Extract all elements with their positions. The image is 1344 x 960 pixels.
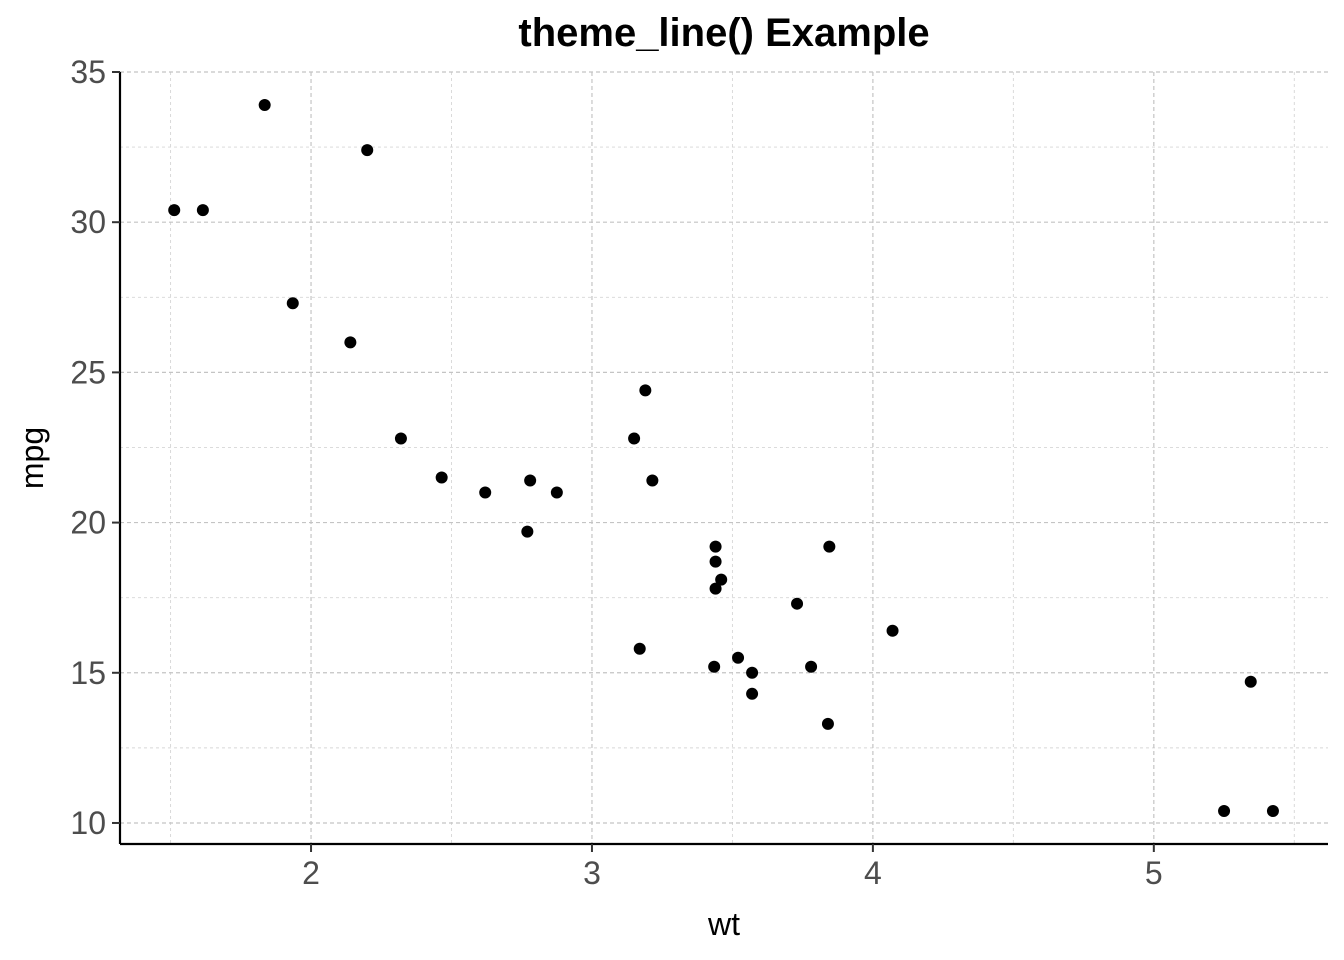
data-point: [550, 486, 563, 499]
data-point: [709, 555, 722, 568]
data-point: [709, 540, 722, 553]
data-point: [361, 144, 374, 157]
data-point: [168, 204, 181, 217]
data-point: [746, 666, 759, 679]
data-point: [821, 717, 834, 730]
data-point: [628, 432, 641, 445]
y-tick-label: 15: [70, 655, 106, 691]
data-point: [258, 99, 271, 112]
axes: 2 3 4 5 10 15 20 25 30 35: [70, 54, 1328, 891]
data-point: [639, 384, 652, 397]
data-point: [715, 573, 728, 586]
data-point: [344, 336, 357, 349]
data-point: [479, 486, 492, 499]
y-tick-label: 10: [70, 805, 106, 841]
data-point: [805, 660, 818, 673]
x-tick-label: 3: [583, 855, 601, 891]
y-tick-label: 20: [70, 505, 106, 541]
y-axis-title: mpg: [14, 427, 50, 489]
x-tick-label: 4: [864, 855, 882, 891]
data-point: [1266, 804, 1279, 817]
y-tick-label: 30: [70, 204, 106, 240]
data-point: [709, 582, 722, 595]
data-point: [524, 474, 537, 487]
y-tick-label: 35: [70, 54, 106, 90]
data-point: [746, 687, 759, 700]
data-point: [435, 471, 448, 484]
data-point: [886, 624, 899, 637]
data-point: [521, 525, 534, 538]
data-point: [708, 660, 721, 673]
data-point: [196, 204, 209, 217]
data-point: [633, 642, 646, 655]
data-points: [168, 99, 1279, 817]
data-point: [286, 297, 299, 310]
data-point: [394, 432, 407, 445]
data-point: [646, 474, 659, 487]
data-point: [1244, 675, 1257, 688]
data-point: [823, 540, 836, 553]
x-axis-title: wt: [707, 906, 740, 942]
x-tick-label: 5: [1145, 855, 1163, 891]
grid: [120, 71, 1328, 844]
data-point: [791, 597, 804, 610]
data-point: [732, 651, 745, 664]
y-tick-label: 25: [70, 354, 106, 390]
chart-title: theme_line() Example: [518, 11, 929, 55]
x-tick-label: 2: [302, 855, 320, 891]
data-point: [1218, 804, 1231, 817]
